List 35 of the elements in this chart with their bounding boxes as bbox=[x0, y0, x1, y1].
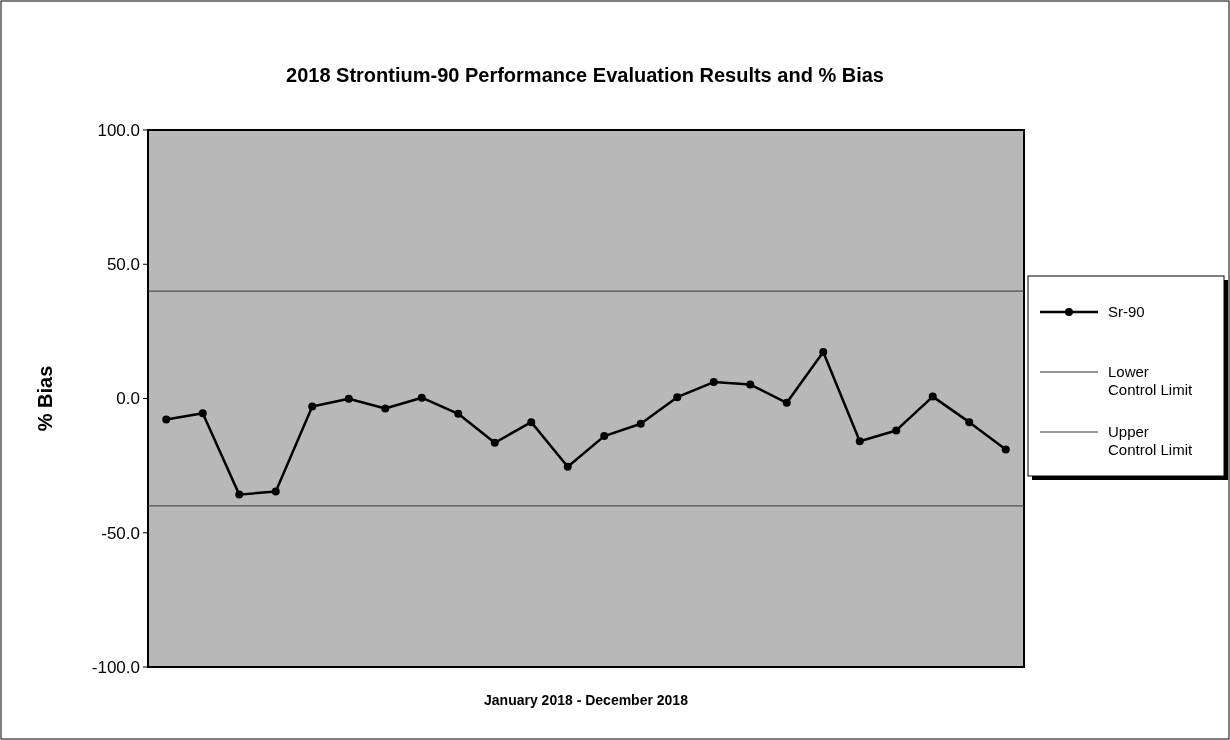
point bbox=[381, 404, 390, 413]
point bbox=[709, 378, 718, 387]
point bbox=[527, 418, 536, 427]
point bbox=[198, 409, 207, 418]
x-axis-title: January 2018 - December 2018 bbox=[484, 692, 689, 708]
point bbox=[746, 380, 755, 389]
point bbox=[673, 393, 682, 402]
chart-title: 2018 Strontium-90 Performance Evaluation Results and % Bias bbox=[286, 64, 884, 86]
point bbox=[454, 409, 463, 418]
point bbox=[417, 393, 426, 402]
point bbox=[235, 490, 244, 499]
point bbox=[490, 438, 499, 447]
legend-label: Upper Control Limit bbox=[1108, 423, 1194, 459]
point bbox=[563, 462, 572, 471]
point bbox=[819, 348, 828, 357]
point bbox=[928, 392, 937, 401]
point bbox=[965, 418, 974, 427]
point bbox=[892, 426, 901, 435]
legend-label: Sr-90 bbox=[1108, 303, 1145, 321]
point bbox=[308, 402, 317, 411]
point bbox=[782, 398, 791, 407]
point bbox=[600, 432, 609, 441]
point bbox=[344, 394, 353, 403]
y-tick-label: 50.0 bbox=[106, 255, 140, 275]
y-tick-label: 100.0 bbox=[97, 120, 140, 140]
y-tick-label: 0.0 bbox=[116, 389, 140, 409]
point bbox=[636, 419, 645, 428]
point bbox=[162, 415, 171, 424]
point bbox=[855, 437, 864, 446]
point bbox=[271, 487, 280, 496]
legend-label: Lower Control Limit bbox=[1108, 363, 1194, 399]
y-tick-label: -50.0 bbox=[101, 523, 140, 543]
point bbox=[1001, 445, 1010, 454]
y-tick-label: -100.0 bbox=[91, 657, 140, 677]
y-axis-title: % Bias bbox=[34, 365, 56, 432]
